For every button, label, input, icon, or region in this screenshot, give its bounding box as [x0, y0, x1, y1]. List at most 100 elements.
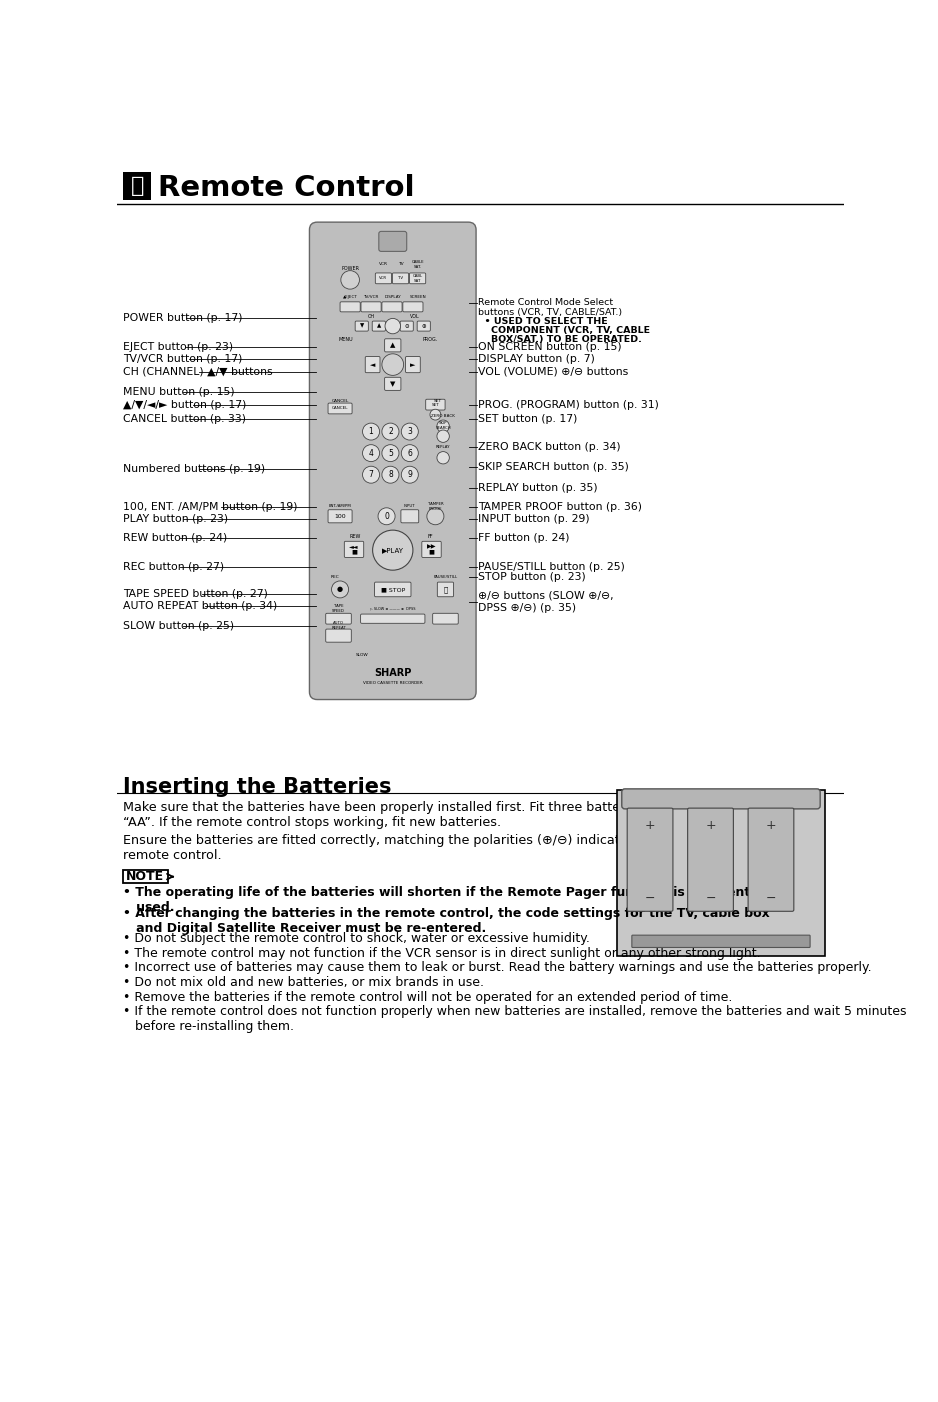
Circle shape	[382, 467, 399, 484]
FancyBboxPatch shape	[124, 172, 151, 200]
Text: SLOW: SLOW	[356, 653, 368, 658]
FancyBboxPatch shape	[325, 629, 352, 642]
FancyBboxPatch shape	[422, 541, 441, 558]
Text: Ensure the batteries are fitted correctly, matching the polarities (⊕/⊖) indicat: Ensure the batteries are fitted correctl…	[124, 834, 677, 862]
Text: REPLAY: REPLAY	[436, 444, 450, 449]
Text: +: +	[644, 819, 656, 831]
Text: • Do not subject the remote control to shock, water or excessive humidity.: • Do not subject the remote control to s…	[124, 932, 590, 945]
Circle shape	[382, 423, 399, 440]
Text: buttons (VCR, TV, CABLE/SAT.): buttons (VCR, TV, CABLE/SAT.)	[477, 307, 622, 317]
Text: PLAY button (p. 23): PLAY button (p. 23)	[124, 513, 229, 523]
FancyBboxPatch shape	[432, 613, 459, 624]
Circle shape	[401, 423, 418, 440]
FancyBboxPatch shape	[344, 541, 364, 558]
Text: +: +	[705, 819, 716, 831]
Text: TAPE
SPEED: TAPE SPEED	[332, 604, 345, 613]
Text: ZERO BACK button (p. 34): ZERO BACK button (p. 34)	[477, 442, 620, 451]
Text: ZERO BACK: ZERO BACK	[431, 414, 455, 418]
Text: BOX/SAT.) TO BE OPERATED.: BOX/SAT.) TO BE OPERATED.	[477, 335, 642, 345]
FancyBboxPatch shape	[688, 808, 734, 911]
Text: PROG.: PROG.	[422, 338, 438, 342]
FancyBboxPatch shape	[375, 273, 391, 283]
Circle shape	[401, 444, 418, 461]
FancyBboxPatch shape	[325, 613, 352, 624]
Text: 3: 3	[407, 428, 412, 436]
Text: • Incorrect use of batteries may cause them to leak or burst. Read the battery w: • Incorrect use of batteries may cause t…	[124, 962, 872, 974]
Text: ◄◄
■: ◄◄ ■	[349, 544, 358, 555]
Text: −: −	[765, 892, 777, 904]
Text: 100: 100	[334, 513, 346, 519]
Text: VIDEO CASSETTE RECORDER: VIDEO CASSETTE RECORDER	[363, 681, 423, 686]
Text: 8: 8	[388, 470, 393, 479]
Text: MENU button (p. 15): MENU button (p. 15)	[124, 387, 235, 397]
Text: Remote Control: Remote Control	[158, 174, 415, 202]
Text: REC button (p. 27): REC button (p. 27)	[124, 562, 224, 572]
Text: ▶PLAY: ▶PLAY	[382, 547, 403, 554]
Circle shape	[437, 430, 449, 443]
Text: Remote Control Mode Select: Remote Control Mode Select	[477, 299, 613, 307]
FancyBboxPatch shape	[628, 808, 673, 911]
FancyBboxPatch shape	[749, 808, 794, 911]
Circle shape	[378, 508, 395, 524]
FancyBboxPatch shape	[632, 935, 810, 948]
Text: • If the remote control does not function properly when new batteries are instal: • If the remote control does not functio…	[124, 1005, 907, 1033]
FancyBboxPatch shape	[402, 301, 423, 311]
Text: VOL: VOL	[410, 314, 419, 320]
Circle shape	[382, 444, 399, 461]
Text: ▲EJECT: ▲EJECT	[342, 294, 357, 299]
Text: TAMPER PROOF button (p. 36): TAMPER PROOF button (p. 36)	[477, 502, 642, 512]
Circle shape	[363, 444, 380, 461]
Text: 4: 4	[369, 449, 373, 457]
Text: PAUSE/STILL: PAUSE/STILL	[433, 575, 458, 579]
FancyBboxPatch shape	[356, 321, 369, 331]
Text: ⊕: ⊕	[421, 324, 426, 328]
Text: MENU: MENU	[339, 338, 354, 342]
Text: TV: TV	[398, 262, 403, 266]
FancyBboxPatch shape	[622, 789, 820, 809]
Text: STOP button (p. 23): STOP button (p. 23)	[477, 572, 585, 582]
Text: 6: 6	[407, 449, 412, 457]
FancyBboxPatch shape	[385, 339, 401, 352]
Text: CANCEL: CANCEL	[332, 407, 348, 411]
Text: VCR: VCR	[379, 262, 388, 266]
Text: CANCEL: CANCEL	[331, 398, 349, 402]
Circle shape	[430, 409, 441, 421]
Circle shape	[340, 271, 359, 289]
Text: SHARP: SHARP	[374, 667, 412, 677]
Text: Numbered buttons (p. 19): Numbered buttons (p. 19)	[124, 464, 265, 474]
Text: • USED TO SELECT THE: • USED TO SELECT THE	[477, 317, 608, 327]
FancyBboxPatch shape	[417, 321, 431, 331]
FancyBboxPatch shape	[401, 510, 418, 523]
Text: FF button (p. 24): FF button (p. 24)	[477, 533, 569, 543]
Text: DISPLAY button (p. 7): DISPLAY button (p. 7)	[477, 355, 595, 365]
Text: • Do not mix old and new batteries, or mix brands in use.: • Do not mix old and new batteries, or m…	[124, 976, 484, 988]
FancyBboxPatch shape	[124, 871, 169, 883]
Text: AUTO
REPEAT: AUTO REPEAT	[331, 621, 346, 629]
Text: ▲/▼/◄/► button (p. 17): ▲/▼/◄/► button (p. 17)	[124, 401, 247, 411]
Text: 🔧: 🔧	[130, 175, 144, 196]
Text: SKIP
SEARCH: SKIP SEARCH	[435, 421, 451, 430]
Circle shape	[385, 318, 401, 334]
Text: • The operating life of the batteries will shorten if the Remote Pager function : • The operating life of the batteries wi…	[124, 886, 763, 914]
Text: ENT./AM/PM: ENT./AM/PM	[328, 505, 352, 509]
Text: SET: SET	[431, 402, 439, 407]
Text: SLOW button (p. 25): SLOW button (p. 25)	[124, 621, 234, 631]
Text: REW: REW	[350, 534, 361, 538]
Text: ◄: ◄	[370, 362, 375, 367]
FancyBboxPatch shape	[385, 377, 401, 390]
FancyBboxPatch shape	[374, 582, 411, 597]
Text: Make sure that the batteries have been properly installed first. Fit three batte: Make sure that the batteries have been p…	[124, 801, 676, 829]
Text: COMPONENT (VCR, TV, CABLE: COMPONENT (VCR, TV, CABLE	[477, 327, 650, 335]
Text: 100, ENT. /AM/PM button (p. 19): 100, ENT. /AM/PM button (p. 19)	[124, 502, 298, 512]
Text: ▼: ▼	[359, 324, 364, 328]
FancyBboxPatch shape	[360, 614, 425, 624]
Text: ⊖: ⊖	[404, 324, 409, 328]
Text: ■ STOP: ■ STOP	[381, 587, 405, 592]
Text: • After changing the batteries in the remote control, the code settings for the : • After changing the batteries in the re…	[124, 907, 770, 935]
Text: POWER button (p. 17): POWER button (p. 17)	[124, 314, 243, 324]
Text: CABLE
SAT.: CABLE SAT.	[411, 261, 424, 269]
Text: 1: 1	[369, 428, 373, 436]
Text: +: +	[765, 819, 777, 831]
FancyBboxPatch shape	[328, 404, 352, 414]
Text: REPLAY button (p. 35): REPLAY button (p. 35)	[477, 482, 598, 492]
